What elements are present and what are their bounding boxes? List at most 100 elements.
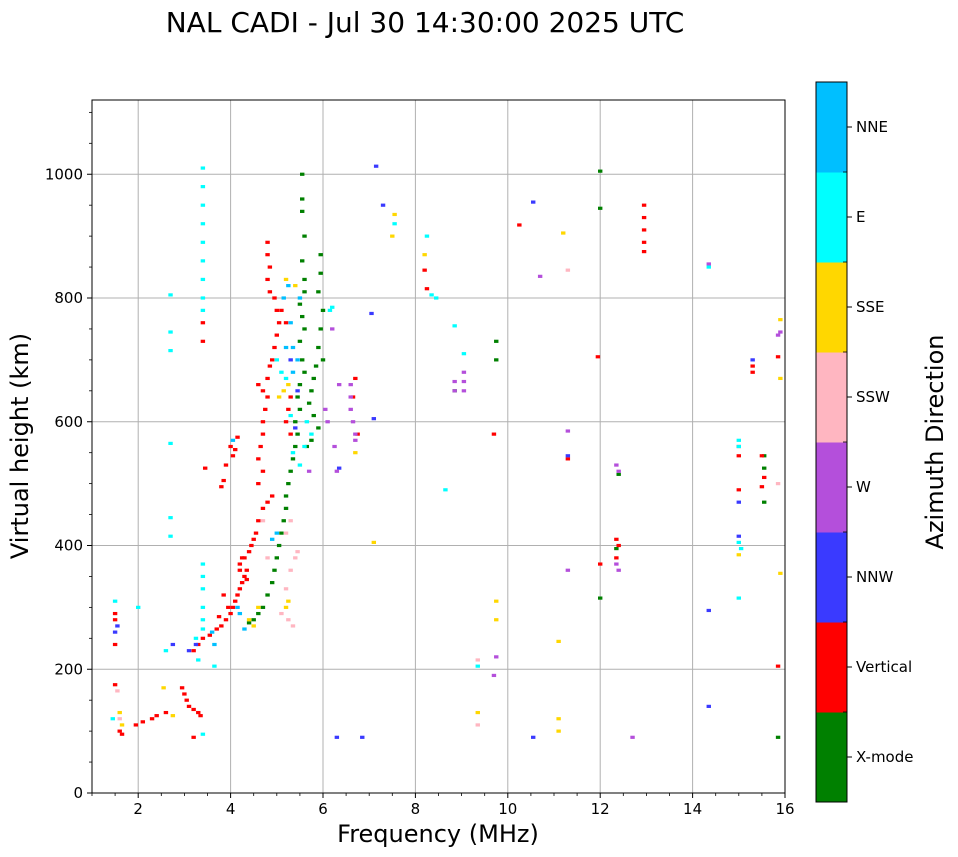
data-point [198, 714, 203, 718]
colorbar-tick-label: Vertical [856, 658, 912, 676]
colorbar-tick-label: X-mode [856, 748, 913, 766]
data-point [641, 249, 647, 254]
data-point [297, 296, 303, 300]
colorbar-segment [816, 622, 847, 713]
data-point [736, 438, 741, 442]
data-point [196, 658, 201, 662]
data-point [334, 735, 340, 739]
data-point [494, 339, 499, 343]
data-point [353, 451, 358, 455]
data-point [461, 389, 467, 393]
data-point [452, 379, 457, 384]
data-point [565, 268, 571, 272]
data-point [200, 203, 206, 207]
data-point [300, 314, 305, 319]
data-point [392, 222, 397, 226]
data-point [119, 723, 125, 727]
x-tick-label: 6 [318, 800, 328, 818]
data-point [736, 553, 741, 557]
data-point [274, 531, 279, 535]
data-point [221, 593, 226, 597]
data-point [614, 556, 619, 560]
data-point [283, 345, 289, 350]
data-point [267, 364, 273, 368]
data-point [154, 714, 159, 718]
x-tick-label: 4 [226, 800, 236, 818]
data-point [293, 420, 298, 424]
data-point [762, 466, 767, 470]
data-point [112, 611, 118, 616]
data-point [762, 454, 767, 458]
data-point [353, 376, 358, 381]
data-point [117, 710, 122, 715]
data-point [302, 444, 307, 449]
data-point [336, 466, 342, 470]
data-point [235, 593, 240, 597]
data-point [279, 308, 284, 312]
data-point [168, 441, 173, 446]
data-point [219, 485, 224, 489]
data-point [295, 389, 300, 393]
data-point [267, 290, 273, 294]
data-point [348, 395, 353, 399]
data-point [300, 358, 305, 362]
data-point [237, 562, 243, 566]
y-tick-label: 800 [54, 289, 83, 307]
data-point [237, 568, 243, 572]
data-point [323, 407, 328, 411]
x-tick-label: 16 [775, 800, 794, 818]
data-point [200, 222, 206, 226]
data-point [371, 540, 377, 545]
x-tick-label: 10 [498, 800, 517, 818]
data-point [531, 735, 536, 739]
data-point [286, 383, 291, 387]
data-point [239, 556, 245, 560]
data-point [117, 729, 122, 733]
data-point [309, 389, 314, 393]
data-point [163, 649, 169, 653]
data-point [276, 321, 282, 325]
data-point [216, 615, 222, 619]
data-point [392, 212, 397, 217]
data-point [297, 302, 303, 306]
data-point [265, 500, 270, 504]
data-point [228, 444, 233, 449]
data-point [265, 593, 270, 597]
data-point [736, 444, 741, 449]
data-point [424, 287, 430, 291]
data-point [200, 339, 206, 343]
data-point [736, 540, 741, 545]
data-point [200, 618, 206, 622]
data-point [461, 370, 467, 374]
data-point [293, 556, 298, 560]
plot-background [92, 100, 785, 793]
data-point [260, 432, 266, 436]
data-point [556, 717, 561, 721]
data-point [616, 469, 621, 473]
data-point [196, 710, 201, 715]
data-point [179, 686, 185, 690]
data-point [300, 197, 305, 201]
x-tick-label: 8 [411, 800, 421, 818]
data-point [598, 169, 603, 173]
data-point [253, 531, 259, 535]
data-point [219, 624, 224, 628]
data-point [300, 259, 305, 263]
data-point [182, 692, 187, 696]
data-point [256, 519, 261, 523]
data-point [283, 531, 289, 535]
data-point [200, 185, 206, 189]
data-point [750, 370, 755, 374]
data-point [641, 228, 647, 232]
colorbar-tick-label: SSW [856, 388, 890, 406]
data-point [161, 686, 166, 690]
data-point [302, 370, 307, 374]
colorbar-segment [816, 712, 847, 803]
x-tick-label: 12 [591, 800, 610, 818]
data-point [251, 618, 256, 622]
data-point [274, 308, 279, 312]
data-point [223, 463, 229, 467]
data-point [736, 488, 741, 492]
data-point [556, 639, 561, 644]
